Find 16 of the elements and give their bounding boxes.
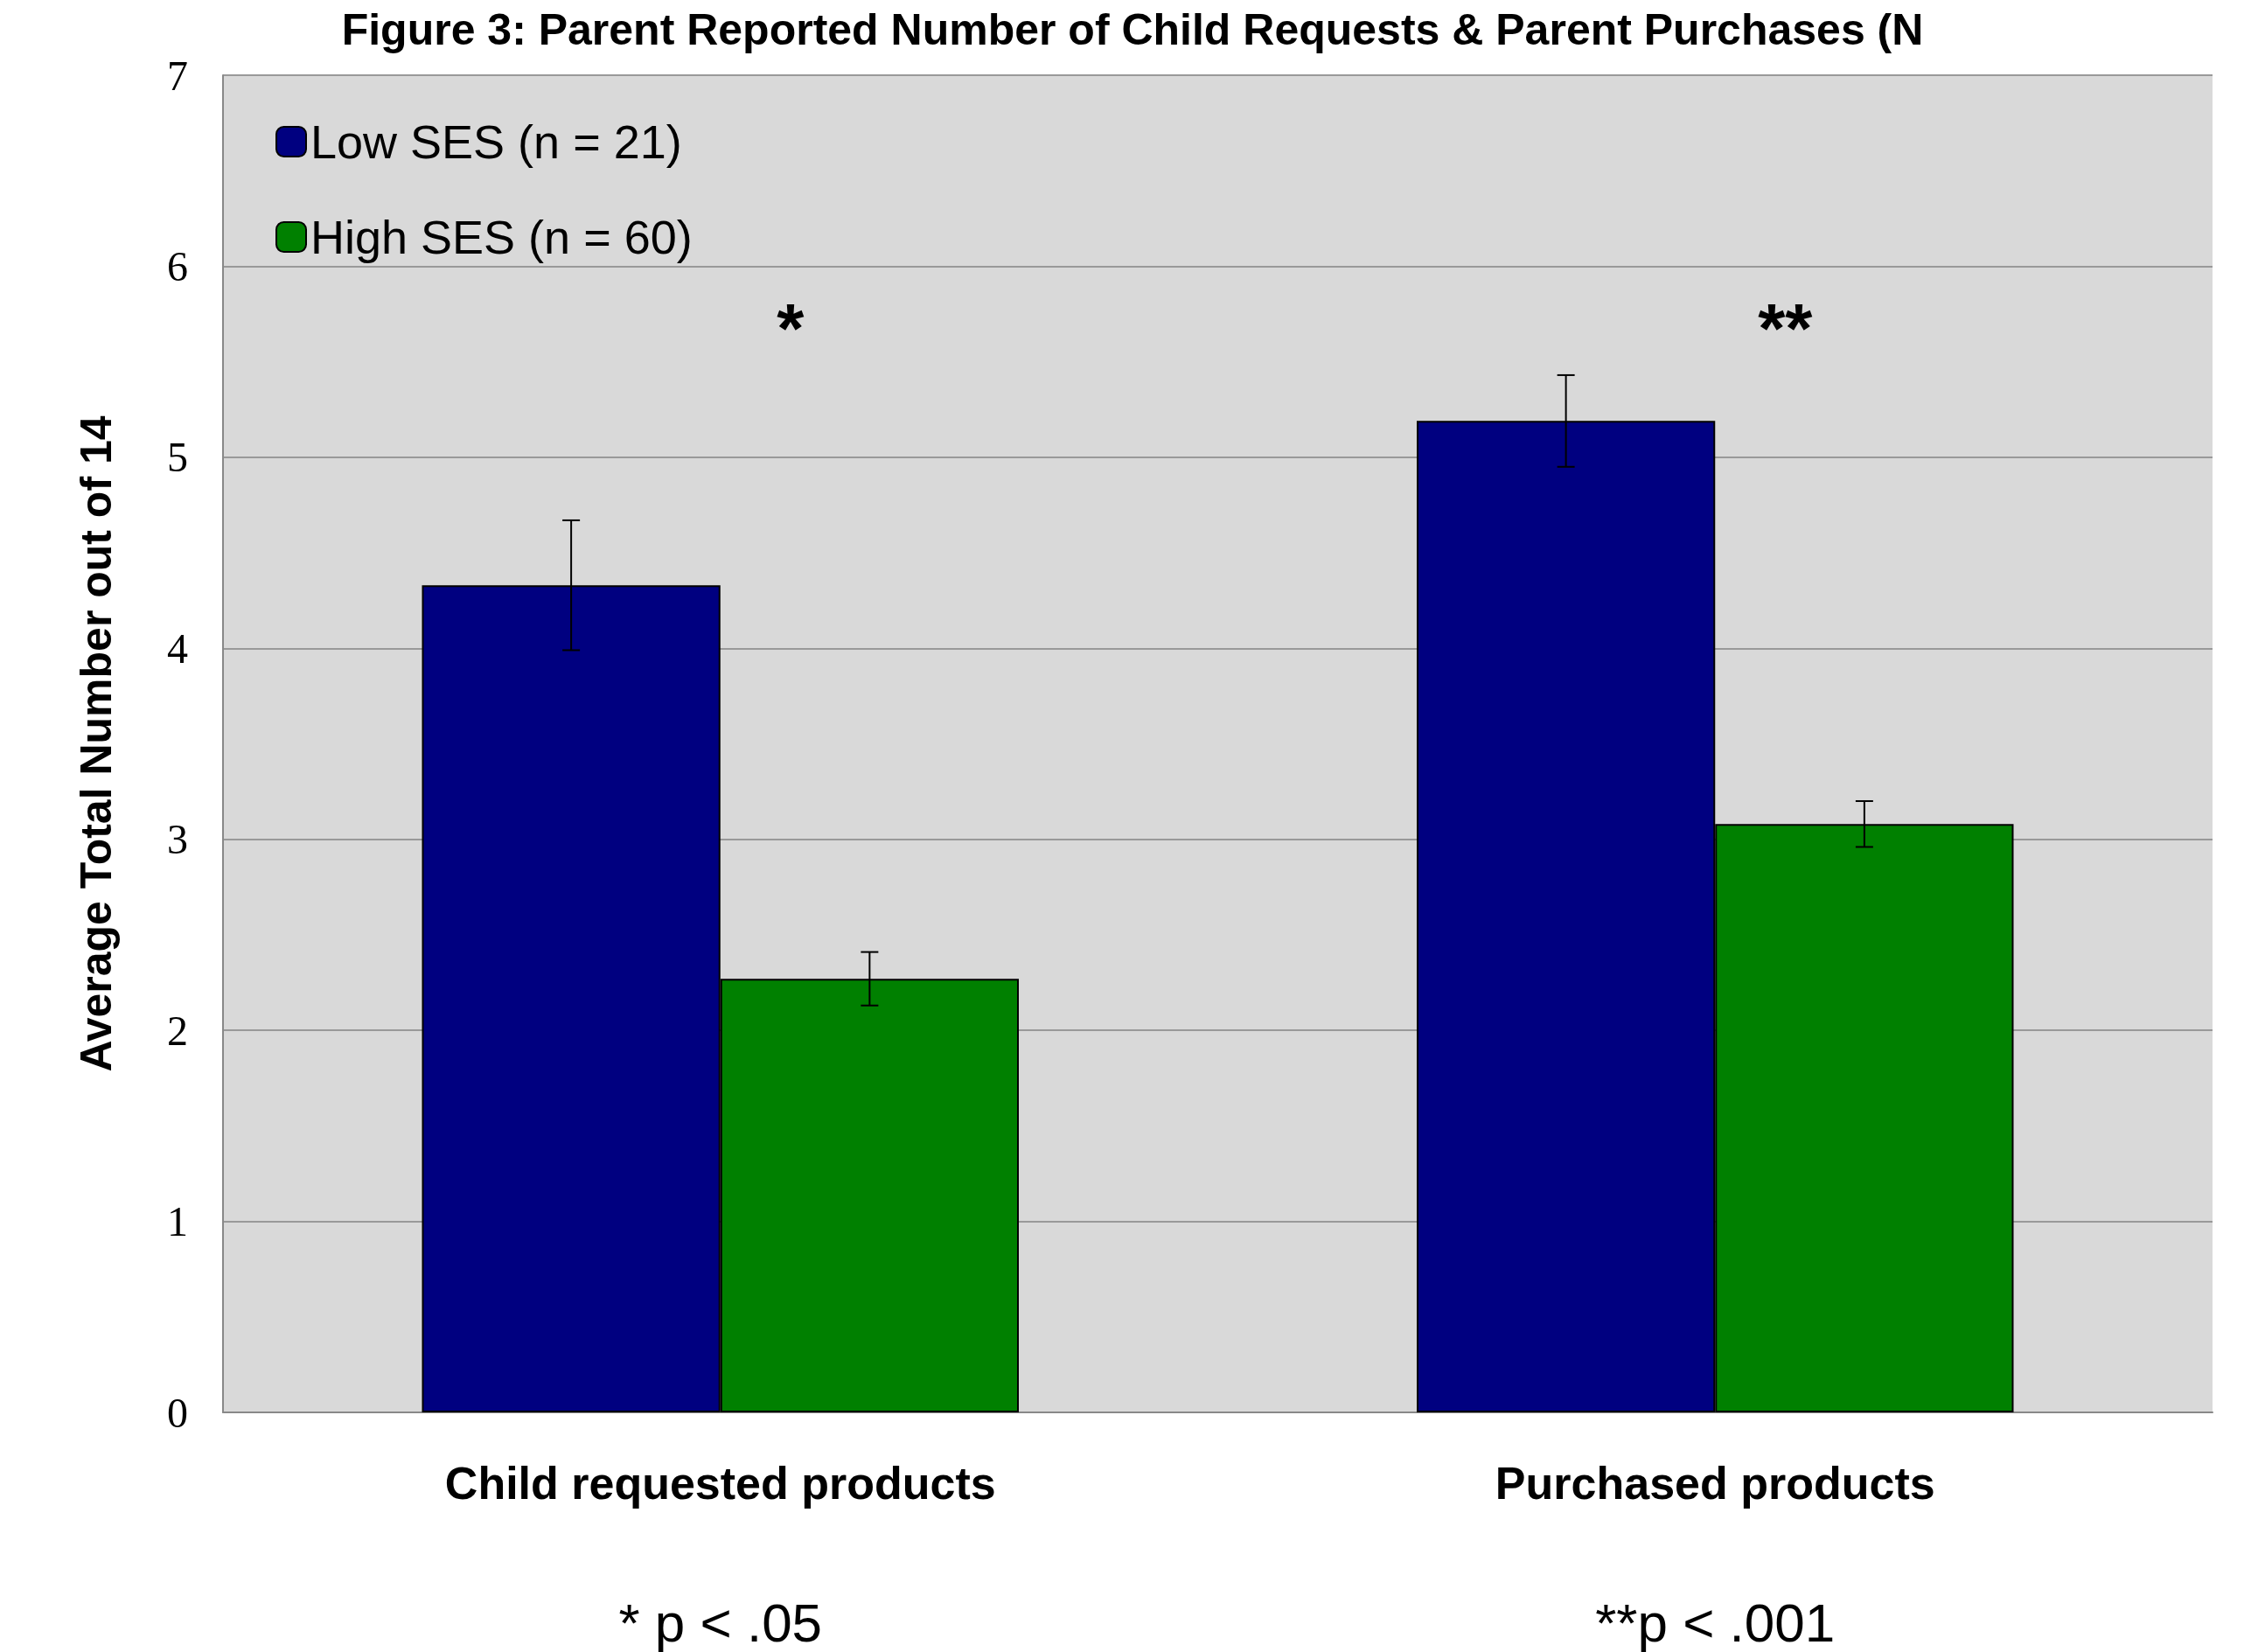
y-tick-label: 5 xyxy=(167,434,188,481)
legend-label: Low SES (n = 21) xyxy=(310,115,682,168)
x-tick-label: Purchased products xyxy=(1495,1458,1935,1509)
chart-title: Figure 3: Parent Reported Number of Child Requests & Parent Purchases (N xyxy=(341,5,1924,54)
y-tick-label: 3 xyxy=(167,816,188,863)
legend-label: High SES (n = 60) xyxy=(310,211,693,263)
annotation: ** xyxy=(1758,289,1814,367)
y-tick-label: 7 xyxy=(167,52,188,99)
y-axis-title: Average Total Number out of 14 xyxy=(72,415,121,1072)
annotation: * xyxy=(777,289,805,367)
y-tick-label: 6 xyxy=(167,242,188,289)
y-tick-label: 1 xyxy=(167,1198,188,1245)
y-tick-label: 4 xyxy=(167,624,188,672)
y-tick-label: 0 xyxy=(167,1389,188,1436)
x-tick-label: Child requested products xyxy=(444,1458,996,1509)
y-tick-label: 2 xyxy=(167,1007,188,1054)
